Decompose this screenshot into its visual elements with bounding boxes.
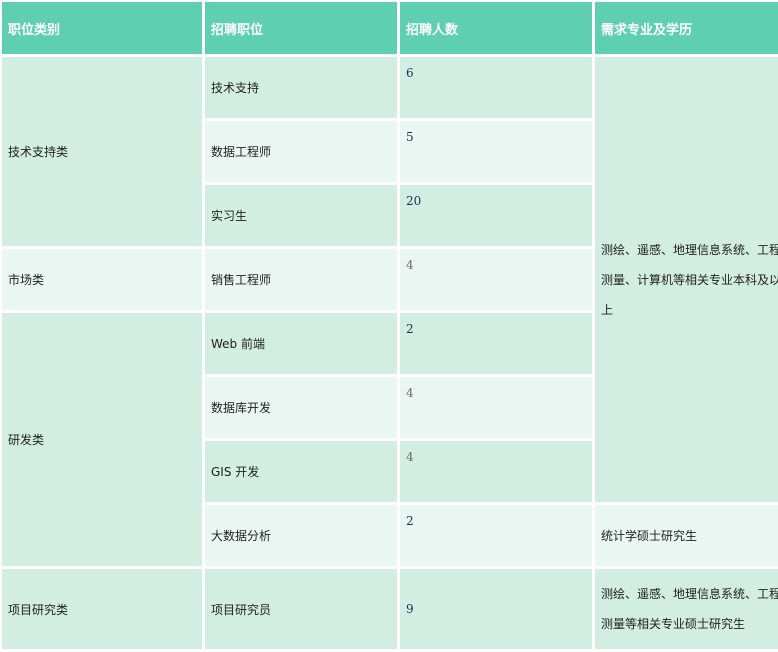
header-row: 职位类别 招聘职位 招聘人数 需求专业及学历 <box>2 2 778 54</box>
count-cell: 20 <box>400 185 592 246</box>
position-cell: 数据库开发 <box>205 377 397 438</box>
header-position: 招聘职位 <box>205 2 397 54</box>
count-cell: 4 <box>400 249 592 310</box>
position-cell: 销售工程师 <box>205 249 397 310</box>
header-requirement: 需求专业及学历 <box>595 2 778 54</box>
count-cell: 6 <box>400 57 592 118</box>
count-cell: 4 <box>400 441 592 502</box>
header-category: 职位类别 <box>2 2 202 54</box>
count-cell: 9 <box>400 569 592 649</box>
requirement-cell: 测绘、遥感、地理信息系统、工程测量、计算机等相关专业本科及以上 <box>595 57 778 502</box>
header-count: 招聘人数 <box>400 2 592 54</box>
position-cell: 数据工程师 <box>205 121 397 182</box>
count-cell: 5 <box>400 121 592 182</box>
count-cell: 2 <box>400 313 592 374</box>
table-row: 研发类 Web 前端 2 <box>2 313 778 566</box>
table-row: 实习生 20 <box>2 185 778 246</box>
table-row: 市场类 销售工程师 4 <box>2 249 778 310</box>
table-row: 大数据分析 2 统计学硕士研究生 <box>2 505 778 566</box>
table-row: 技术支持类 技术支持 6 测绘、遥感、地理信息系统、工程测量、计算机等相关专业本… <box>2 57 778 502</box>
table-row: 项目研究类 项目研究员 9 测绘、遥感、地理信息系统、工程测量等相关专业硕士研究… <box>2 569 778 649</box>
position-cell: 项目研究员 <box>205 569 397 649</box>
position-cell: Web 前端 <box>205 313 397 374</box>
count-cell: 2 <box>400 505 592 566</box>
position-cell: GIS 开发 <box>205 441 397 502</box>
position-cell: 实习生 <box>205 185 397 246</box>
table-row: 数据库开发 4 <box>2 377 778 438</box>
table-row: GIS 开发 4 <box>2 441 778 502</box>
position-cell: 技术支持 <box>205 57 397 118</box>
category-cell: 研发类 <box>2 313 202 566</box>
table-row: 数据工程师 5 <box>2 121 778 182</box>
requirement-cell: 统计学硕士研究生 <box>595 505 778 566</box>
position-cell: 大数据分析 <box>205 505 397 566</box>
category-cell: 技术支持类 <box>2 57 202 246</box>
category-cell: 市场类 <box>2 249 202 310</box>
requirement-cell: 测绘、遥感、地理信息系统、工程测量等相关专业硕士研究生 <box>595 569 778 649</box>
category-cell: 项目研究类 <box>2 569 202 649</box>
count-cell: 4 <box>400 377 592 438</box>
